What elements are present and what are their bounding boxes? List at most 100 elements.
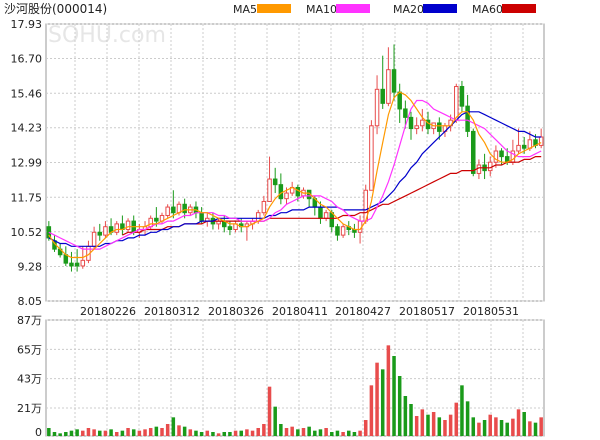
volume-bar bbox=[137, 430, 142, 436]
volume-bar bbox=[279, 424, 283, 436]
candle-up bbox=[165, 206, 170, 216]
volume-bar bbox=[369, 385, 374, 436]
candle-down bbox=[199, 212, 204, 222]
legend-swatch-ma5 bbox=[257, 4, 291, 13]
price-y-tick-label: 17.93 bbox=[11, 18, 43, 31]
candle-down bbox=[459, 86, 465, 107]
moving-average-lines bbox=[48, 91, 542, 259]
volume-bar bbox=[414, 416, 419, 436]
volume-bar bbox=[120, 430, 125, 436]
ma20-line bbox=[48, 111, 542, 247]
volume-bar bbox=[211, 432, 215, 436]
volume-bars bbox=[47, 345, 543, 436]
volume-bar bbox=[341, 432, 345, 436]
candle-up bbox=[374, 88, 380, 127]
volume-bar bbox=[290, 426, 294, 436]
price-y-tick-label: 8.05 bbox=[18, 295, 43, 308]
candle-up bbox=[114, 223, 119, 233]
volume-bar bbox=[363, 420, 368, 436]
volume-bar bbox=[262, 424, 266, 436]
candle-up bbox=[414, 125, 419, 130]
volume-bar bbox=[454, 402, 459, 436]
candle-down bbox=[471, 130, 476, 174]
candle-down bbox=[408, 116, 414, 130]
volume-bar bbox=[494, 417, 498, 436]
x-tick-label: 20180411 bbox=[272, 305, 328, 318]
volume-bar bbox=[409, 404, 413, 436]
candle-up bbox=[340, 226, 346, 236]
volume-bar bbox=[324, 428, 328, 436]
volume-bar bbox=[471, 417, 476, 436]
volume-bar bbox=[131, 429, 136, 436]
candle-down bbox=[182, 203, 187, 214]
volume-bar bbox=[488, 414, 492, 436]
volume-bar bbox=[194, 430, 198, 436]
volume-bar bbox=[69, 430, 74, 436]
volume-bar bbox=[352, 432, 357, 436]
candle-up bbox=[493, 150, 499, 163]
candle-down bbox=[437, 122, 442, 132]
volume-bar bbox=[256, 428, 260, 436]
candle-up bbox=[80, 259, 86, 267]
candle-up bbox=[267, 178, 272, 202]
volume-bar bbox=[199, 432, 204, 436]
price-y-tick-label: 9.28 bbox=[18, 261, 43, 274]
x-tick-label: 20180427 bbox=[335, 305, 391, 318]
legend-label-ma5: MA5 bbox=[233, 3, 257, 16]
volume-bar bbox=[397, 376, 402, 436]
legend-swatch-ma10 bbox=[336, 4, 370, 13]
volume-bar bbox=[250, 430, 255, 436]
volume-bar bbox=[499, 420, 504, 436]
candle-up bbox=[454, 86, 459, 121]
volume-bar bbox=[528, 421, 532, 436]
volume-bar bbox=[358, 430, 362, 436]
volume-bar bbox=[98, 430, 102, 436]
volume-bar bbox=[228, 432, 232, 436]
candle-up bbox=[91, 231, 97, 247]
candle-up bbox=[261, 200, 267, 214]
volume-bar bbox=[160, 428, 164, 436]
candle-up bbox=[125, 220, 131, 231]
volume-bar bbox=[380, 369, 385, 436]
candle-down bbox=[391, 69, 397, 93]
volume-bar bbox=[267, 386, 272, 436]
volume-bar bbox=[64, 432, 68, 436]
volume-bar bbox=[52, 432, 57, 436]
volume-y-tick-label: 87万 bbox=[17, 314, 42, 327]
volume-bar bbox=[154, 426, 159, 436]
volume-bar bbox=[426, 414, 430, 436]
volume-bar bbox=[318, 429, 323, 436]
candle-down bbox=[154, 217, 159, 222]
watermark-text: SOHU.com bbox=[48, 23, 166, 48]
candle-down bbox=[465, 105, 470, 132]
volume-bar bbox=[245, 429, 249, 436]
volume-bar bbox=[335, 430, 340, 436]
volume-bar bbox=[177, 425, 181, 436]
candle-up bbox=[420, 119, 425, 127]
price-y-tick-label: 11.75 bbox=[11, 191, 43, 204]
volume-bar bbox=[392, 356, 396, 436]
candle-up bbox=[516, 144, 521, 152]
volume-bar bbox=[239, 430, 243, 436]
volume-y-tick-label: 65万 bbox=[17, 343, 42, 356]
legend-swatch-ma60 bbox=[502, 4, 536, 13]
candle-up bbox=[284, 192, 289, 200]
volume-bar bbox=[431, 412, 436, 436]
volume-bar bbox=[330, 432, 334, 436]
candle-down bbox=[499, 150, 504, 158]
price-y-axis: 17.93 16.70 15.46 14.23 12.99 11.75 10.52 9.28 8… bbox=[11, 18, 43, 308]
x-tick-label: 20180326 bbox=[208, 305, 264, 318]
legend-label-ma60: MA60 bbox=[472, 3, 503, 16]
x-tick-label: 20180531 bbox=[463, 305, 519, 318]
volume-bar bbox=[460, 385, 464, 436]
candle-up bbox=[323, 212, 329, 219]
volume-bar bbox=[465, 401, 470, 436]
legend-label-ma10: MA10 bbox=[306, 3, 337, 16]
volume-grid bbox=[45, 319, 545, 437]
x-tick-label: 20180312 bbox=[144, 305, 200, 318]
volume-bar bbox=[437, 417, 442, 436]
volume-bar bbox=[539, 417, 543, 436]
volume-bar bbox=[443, 420, 447, 436]
volume-bar bbox=[233, 430, 238, 436]
